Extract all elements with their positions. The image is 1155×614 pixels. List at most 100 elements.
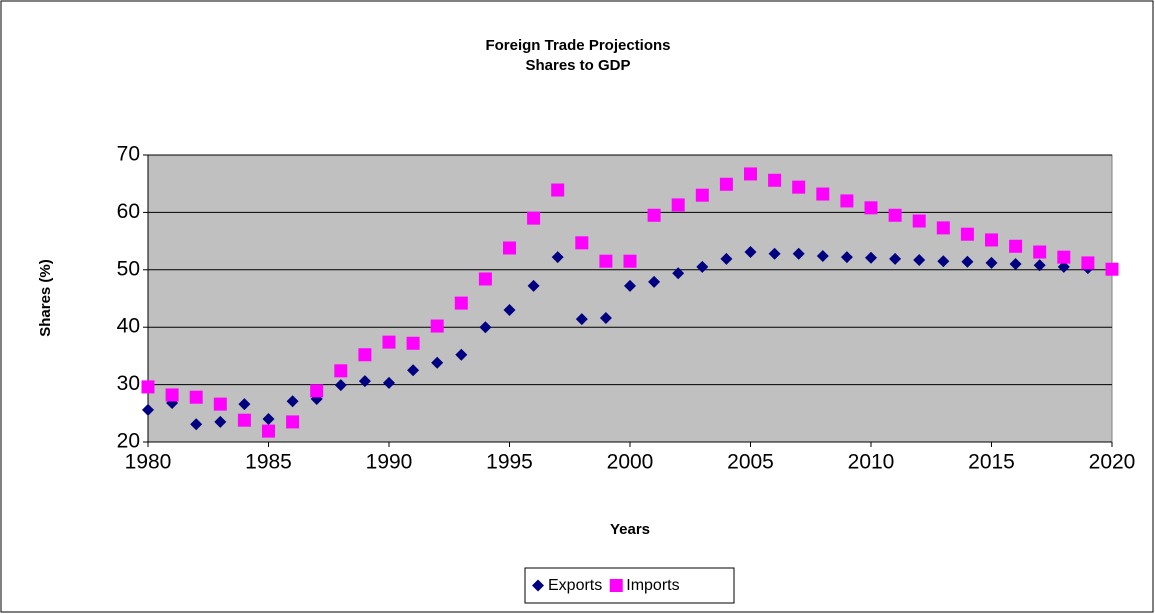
y-tick-label: 70: [117, 143, 140, 166]
point: [961, 255, 974, 268]
point: [792, 180, 806, 194]
point: [936, 221, 950, 235]
point: [214, 415, 227, 428]
point: [719, 177, 733, 191]
legend-marker: [609, 579, 623, 592]
point: [358, 375, 371, 388]
point: [888, 208, 902, 222]
point: [551, 251, 564, 264]
point: [864, 201, 878, 215]
point: [840, 251, 853, 264]
point: [310, 384, 324, 398]
point: [165, 388, 179, 402]
point: [792, 247, 805, 260]
x-tick-label: 1990: [366, 451, 413, 474]
point: [816, 187, 830, 201]
point: [840, 194, 854, 208]
point: [1033, 245, 1047, 259]
point: [913, 254, 926, 267]
point: [503, 241, 516, 255]
point: [816, 250, 829, 263]
point: [1057, 250, 1071, 264]
point: [937, 255, 950, 268]
point: [334, 364, 348, 378]
point: [1033, 259, 1046, 272]
point: [286, 415, 300, 429]
plot-area: [147, 154, 1113, 443]
chart-title: Foreign Trade Projections: [485, 37, 670, 54]
point: [695, 188, 709, 202]
point: [190, 418, 203, 431]
y-tick-label: 30: [117, 372, 140, 395]
point: [189, 390, 203, 404]
legend-label: Exports: [548, 577, 602, 594]
x-tick-label: 1980: [125, 451, 172, 474]
legend-marker: [532, 579, 544, 592]
x-tick-label: 2010: [848, 451, 895, 474]
point: [889, 252, 902, 265]
point: [744, 246, 757, 259]
y-tick-label: 50: [117, 257, 140, 280]
y-tick-label: 40: [117, 315, 140, 338]
point: [599, 312, 612, 325]
y-axis-label: Shares (%): [37, 259, 54, 337]
y-tick-label: 20: [117, 430, 140, 453]
point: [141, 380, 155, 394]
point: [237, 413, 251, 427]
point: [551, 183, 565, 197]
point: [985, 256, 998, 269]
y-tick-label: 60: [117, 200, 140, 223]
point: [407, 364, 420, 377]
legend-box: [524, 567, 735, 604]
point: [768, 247, 781, 260]
point: [575, 236, 589, 250]
point: [912, 214, 926, 228]
point: [720, 252, 733, 265]
point: [865, 251, 877, 264]
point: [455, 348, 468, 361]
point: [624, 279, 636, 292]
point: [599, 254, 613, 268]
point: [383, 376, 395, 389]
point: [623, 254, 637, 268]
x-tick-label: 1985: [245, 451, 292, 474]
point: [262, 424, 275, 438]
point: [478, 272, 492, 286]
x-tick-label: 2020: [1089, 451, 1136, 474]
point: [1105, 262, 1119, 276]
point: [382, 335, 396, 349]
x-tick-label: 2015: [968, 451, 1015, 474]
point: [238, 398, 251, 411]
point: [358, 348, 372, 362]
point: [648, 275, 661, 288]
point: [1009, 239, 1023, 253]
point: [647, 208, 661, 222]
point: [142, 403, 154, 416]
point: [696, 260, 709, 273]
legend-label: Imports: [626, 577, 679, 594]
point: [213, 397, 227, 411]
point: [479, 321, 492, 334]
point: [454, 296, 468, 310]
point: [286, 395, 299, 408]
point: [1057, 260, 1070, 273]
point: [527, 211, 541, 225]
point: [671, 198, 685, 212]
point: [430, 319, 444, 333]
point: [960, 227, 974, 241]
point: [1081, 256, 1095, 270]
point: [527, 279, 540, 292]
point: [431, 356, 444, 369]
point: [503, 303, 516, 316]
x-axis-label: Years: [610, 521, 650, 538]
point: [985, 233, 998, 247]
point: [575, 313, 588, 326]
point: [406, 336, 420, 350]
point: [262, 413, 275, 426]
point: [1009, 258, 1022, 271]
point: [744, 167, 757, 181]
x-tick-label: 1995: [486, 451, 533, 474]
x-tick-label: 2005: [727, 451, 774, 474]
point: [672, 267, 685, 280]
